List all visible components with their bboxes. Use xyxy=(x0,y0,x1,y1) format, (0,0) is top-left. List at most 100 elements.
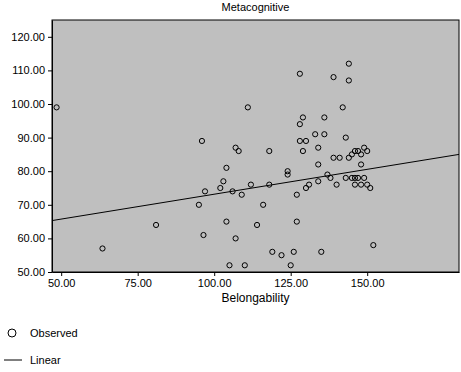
y-tick-mark xyxy=(48,171,52,172)
x-tick-mark xyxy=(367,272,368,276)
y-tick-label: 110.00 xyxy=(12,64,45,76)
point xyxy=(261,202,266,207)
y-axis: 50.00 60.00 70.00 80.00 90.00 100.00 110.00 120… xyxy=(11,21,52,279)
x-tick: 100.00 xyxy=(198,272,232,289)
point xyxy=(343,175,348,180)
point xyxy=(242,263,247,268)
x-tick-label: 75.00 xyxy=(124,277,152,289)
y-tick-label: 100.00 xyxy=(11,98,45,110)
point xyxy=(291,249,296,254)
x-tick: 75.00 xyxy=(124,272,152,289)
point xyxy=(322,115,327,120)
x-tick-label: 125.00 xyxy=(274,277,308,289)
y-tick: 70.00 xyxy=(17,199,52,211)
y-tick-mark xyxy=(48,205,52,206)
point xyxy=(54,105,59,110)
x-axis: 50.00 75.00 100.00 125.00 150.00 xyxy=(48,272,460,289)
point xyxy=(331,75,336,80)
point xyxy=(270,249,275,254)
y-tick: 120.00 xyxy=(11,31,52,43)
plot-area xyxy=(52,61,459,268)
chart: Metacognitive50.0075.00100.00125.00150.0… xyxy=(0,0,461,372)
point xyxy=(224,165,229,170)
y-tick-label: 90.00 xyxy=(17,132,45,144)
y-tick-mark xyxy=(48,70,52,71)
point xyxy=(196,202,201,207)
point xyxy=(153,222,158,227)
point xyxy=(279,253,284,258)
y-tick: 80.00 xyxy=(17,165,52,177)
x-axis-line xyxy=(53,272,460,273)
point xyxy=(294,219,299,224)
point xyxy=(239,192,244,197)
point xyxy=(288,263,293,268)
y-tick-label: 60.00 xyxy=(17,232,45,244)
point xyxy=(201,232,206,237)
point xyxy=(294,192,299,197)
point xyxy=(313,132,318,137)
point xyxy=(352,182,357,187)
y-tick-mark xyxy=(48,138,52,139)
point xyxy=(100,246,105,251)
y-tick: 50.00 xyxy=(17,266,52,278)
x-tick-mark xyxy=(291,272,292,276)
y-tick: 60.00 xyxy=(17,232,52,244)
point xyxy=(358,152,363,157)
legend-swatch xyxy=(4,360,22,361)
x-tick: 50.00 xyxy=(48,272,76,289)
legend-item: Linear xyxy=(4,354,61,366)
point xyxy=(362,175,367,180)
legend-swatch xyxy=(8,329,16,337)
point xyxy=(202,189,207,194)
point xyxy=(316,162,321,167)
point xyxy=(322,132,327,137)
point xyxy=(334,182,339,187)
point xyxy=(349,152,354,157)
fit-line xyxy=(52,154,459,220)
point xyxy=(365,148,370,153)
legend-item: Observed xyxy=(8,327,78,339)
x-tick-label: 150.00 xyxy=(351,277,385,289)
y-tick-label: 70.00 xyxy=(17,199,45,211)
point xyxy=(227,263,232,268)
x-tick-mark xyxy=(138,272,139,276)
legend-label: Observed xyxy=(30,327,78,339)
point xyxy=(316,145,321,150)
plot-frame xyxy=(52,20,459,272)
y-axis-line xyxy=(52,21,53,273)
point xyxy=(233,236,238,241)
point xyxy=(358,162,363,167)
point xyxy=(306,182,311,187)
point xyxy=(346,61,351,66)
point xyxy=(245,105,250,110)
point xyxy=(352,175,357,180)
y-tick-label: 80.00 xyxy=(17,165,45,177)
x-axis-title: Belongability xyxy=(221,291,289,305)
point xyxy=(346,78,351,83)
point xyxy=(297,138,302,143)
point xyxy=(331,155,336,160)
point xyxy=(297,71,302,76)
point xyxy=(319,249,324,254)
point xyxy=(340,105,345,110)
point xyxy=(303,138,308,143)
point xyxy=(337,155,342,160)
point xyxy=(224,219,229,224)
y-tick: 100.00 xyxy=(11,98,52,110)
point xyxy=(355,148,360,153)
y-tick-mark xyxy=(48,238,52,239)
point xyxy=(346,155,351,160)
point xyxy=(300,115,305,120)
x-tick: 150.00 xyxy=(351,272,385,289)
legend-label: Linear xyxy=(30,354,61,366)
point xyxy=(267,148,272,153)
point xyxy=(358,182,363,187)
y-tick: 110.00 xyxy=(12,64,52,76)
x-tick: 125.00 xyxy=(274,272,308,289)
point xyxy=(199,138,204,143)
y-tick-label: 120.00 xyxy=(11,31,45,43)
point xyxy=(236,148,241,153)
y-tick: 90.00 xyxy=(17,132,52,144)
y-tick-mark xyxy=(48,37,52,38)
point xyxy=(365,182,370,187)
